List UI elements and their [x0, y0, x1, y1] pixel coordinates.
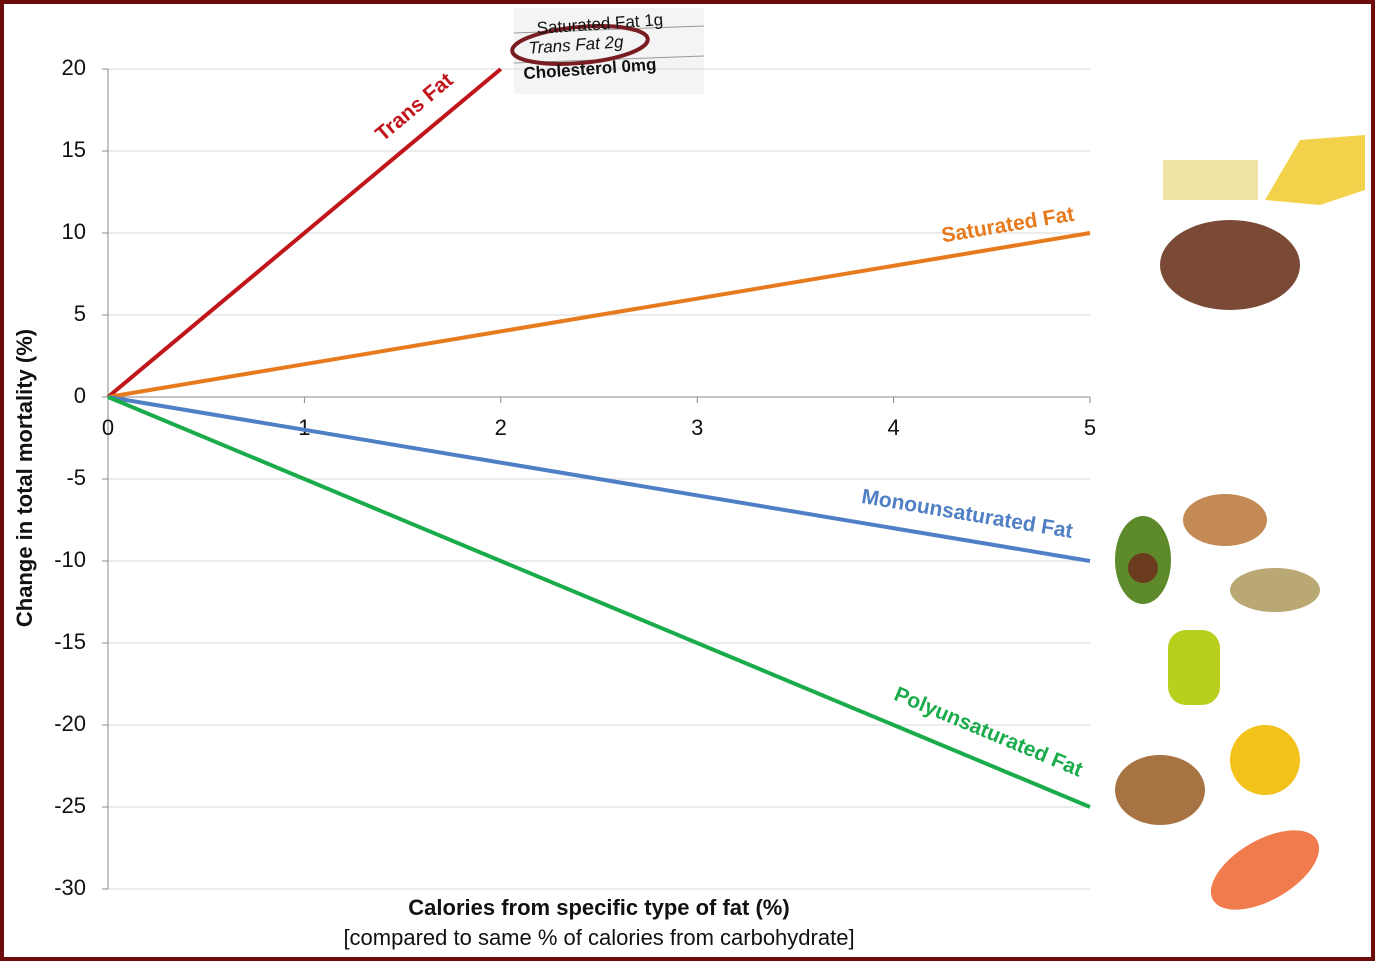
- y-axis-title: Change in total mortality (%): [12, 329, 37, 627]
- y-tick-label: -5: [66, 465, 86, 490]
- x-tick-label: 5: [1084, 415, 1096, 440]
- y-tick-label: -15: [54, 629, 86, 654]
- y-tick-label: -20: [54, 711, 86, 736]
- y-tick-label: -25: [54, 793, 86, 818]
- chart: -30-25-20-15-10-505101520012345Trans Fat…: [0, 0, 1375, 961]
- y-tick-label: 10: [62, 219, 86, 244]
- y-tick-label: 0: [74, 383, 86, 408]
- y-tick-label: -10: [54, 547, 86, 572]
- x-tick-label: 4: [887, 415, 899, 440]
- y-tick-label: 15: [62, 137, 86, 162]
- y-tick-label: 20: [62, 55, 86, 80]
- x-axis-subtitle: [compared to same % of calories from car…: [343, 925, 854, 950]
- x-tick-label: 0: [102, 415, 114, 440]
- x-tick-label: 2: [495, 415, 507, 440]
- x-tick-label: 3: [691, 415, 703, 440]
- y-tick-label: 5: [74, 301, 86, 326]
- y-tick-label: -30: [54, 875, 86, 900]
- x-axis-title: Calories from specific type of fat (%): [408, 895, 789, 920]
